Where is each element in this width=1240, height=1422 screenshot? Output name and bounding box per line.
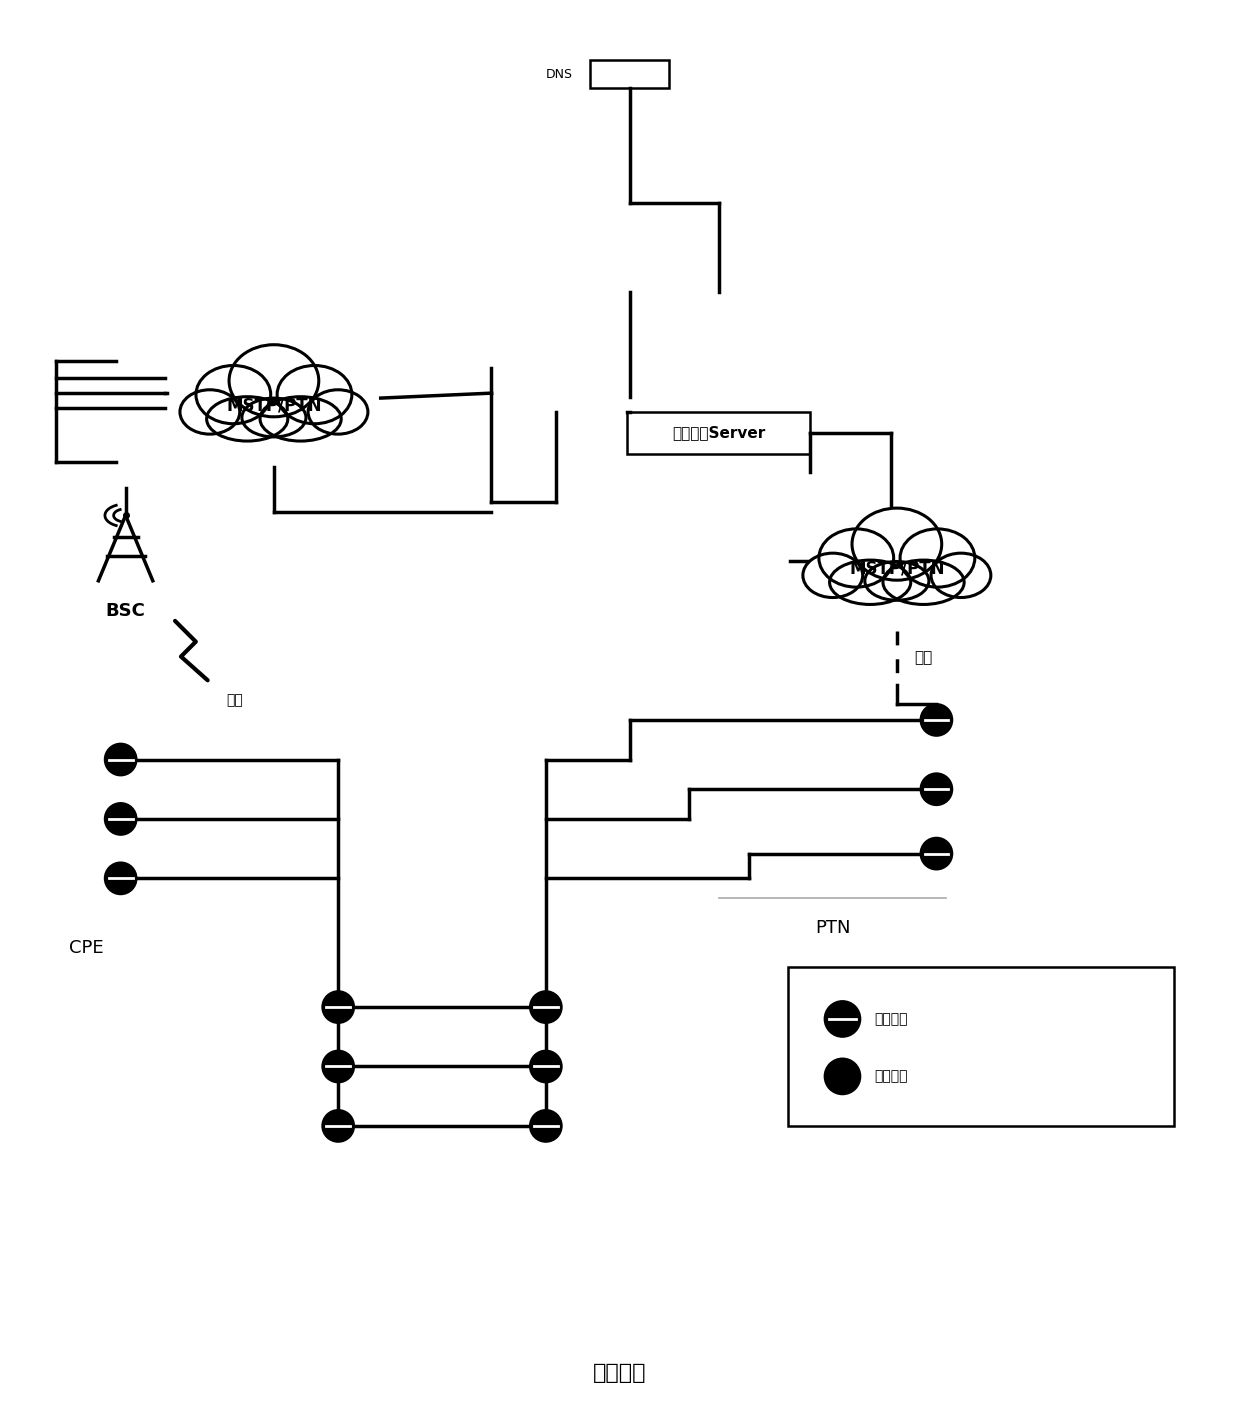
Ellipse shape bbox=[802, 553, 863, 597]
Text: 无线: 无线 bbox=[226, 693, 243, 707]
Text: 连接点口: 连接点口 bbox=[874, 1012, 908, 1025]
Circle shape bbox=[825, 1058, 861, 1094]
Bar bbox=[590, 60, 670, 88]
Ellipse shape bbox=[229, 344, 319, 417]
Circle shape bbox=[322, 1111, 353, 1142]
Circle shape bbox=[322, 991, 353, 1022]
Text: DNS: DNS bbox=[546, 68, 573, 81]
Text: MSTP/PTN: MSTP/PTN bbox=[226, 395, 321, 414]
Ellipse shape bbox=[242, 398, 306, 437]
Circle shape bbox=[529, 1051, 562, 1082]
Ellipse shape bbox=[260, 397, 341, 441]
Circle shape bbox=[105, 744, 136, 775]
Ellipse shape bbox=[830, 560, 910, 604]
Text: 配网终端: 配网终端 bbox=[593, 1364, 647, 1384]
Bar bbox=[789, 967, 1174, 1126]
Ellipse shape bbox=[207, 397, 288, 441]
Text: PTN: PTN bbox=[815, 919, 851, 937]
Ellipse shape bbox=[852, 508, 941, 580]
Circle shape bbox=[529, 1111, 562, 1142]
Ellipse shape bbox=[864, 562, 929, 600]
Ellipse shape bbox=[308, 390, 368, 434]
Text: 光纤: 光纤 bbox=[915, 650, 932, 665]
Ellipse shape bbox=[900, 529, 975, 587]
Ellipse shape bbox=[277, 365, 352, 424]
Circle shape bbox=[105, 863, 136, 894]
Ellipse shape bbox=[818, 529, 894, 587]
Circle shape bbox=[825, 1001, 861, 1037]
Circle shape bbox=[920, 838, 952, 869]
Text: MSTP/PTN: MSTP/PTN bbox=[849, 559, 945, 577]
Ellipse shape bbox=[180, 390, 239, 434]
Text: 同步点口: 同步点口 bbox=[874, 1069, 908, 1084]
Ellipse shape bbox=[931, 553, 991, 597]
Text: BSC: BSC bbox=[105, 602, 145, 620]
Ellipse shape bbox=[196, 365, 270, 424]
Text: 路由切换Server: 路由切换Server bbox=[672, 425, 765, 441]
Bar bbox=[627, 412, 811, 454]
Circle shape bbox=[529, 991, 562, 1022]
Circle shape bbox=[322, 1051, 353, 1082]
Circle shape bbox=[920, 704, 952, 735]
Ellipse shape bbox=[883, 560, 965, 604]
Text: CPE: CPE bbox=[68, 939, 103, 957]
Circle shape bbox=[920, 774, 952, 805]
Circle shape bbox=[105, 803, 136, 835]
